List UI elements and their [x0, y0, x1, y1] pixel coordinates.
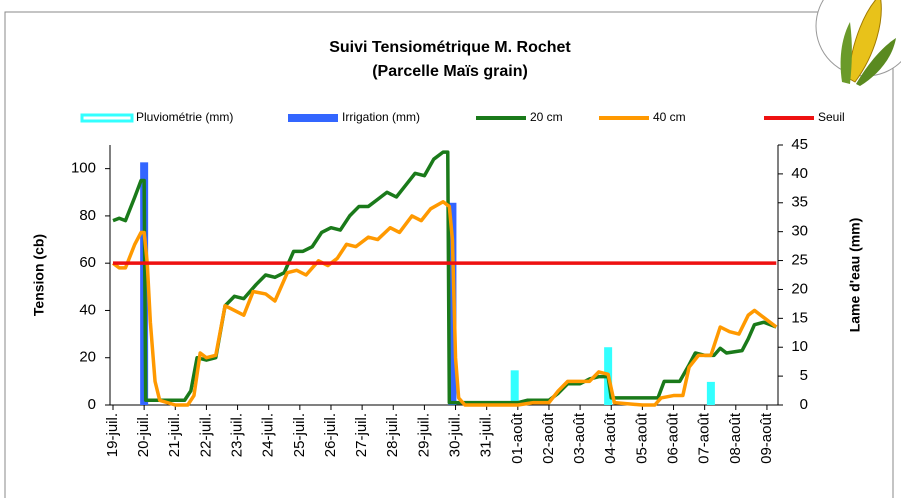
y-tick-label: 20: [79, 349, 96, 366]
legend-label: 40 cm: [653, 110, 686, 124]
line: [111, 199, 778, 407]
y-tick-label: 80: [79, 207, 96, 224]
y-axis-title: Tension (cb): [31, 234, 47, 316]
y2-tick-label: 35: [791, 194, 808, 211]
bar: [706, 381, 715, 405]
corn-icon: [815, 0, 901, 86]
legend-label: Irrigation (mm): [342, 110, 420, 124]
x-tick-label: 29-juil.: [415, 413, 432, 457]
x-tick-label: 23-juil.: [229, 413, 246, 457]
legend-label: Seuil: [818, 110, 845, 124]
y2-tick-label: 30: [791, 223, 808, 240]
x-tick-label: 04-août: [602, 412, 619, 464]
x-tick-label: 05-août: [633, 412, 650, 464]
x-tick-label: 08-août: [727, 412, 744, 464]
x-tick-label: 09-août: [758, 412, 775, 464]
chart-title: Suivi Tensiométrique M. Rochet: [329, 39, 571, 56]
x-tick-label: 21-juil.: [166, 413, 183, 457]
x-tick-label: 31-juil.: [478, 413, 495, 457]
legend-swatch: [80, 113, 134, 123]
x-tick-label: 01-août: [509, 412, 526, 464]
y-tick-label: 100: [71, 160, 96, 177]
x-tick-label: 02-août: [540, 412, 557, 464]
chart-subtitle: (Parcelle Maïs grain): [372, 63, 528, 80]
x-tick-label: 27-juil.: [353, 413, 370, 457]
x-tick-label: 06-août: [664, 412, 681, 464]
x-tick-label: 19-juil.: [104, 413, 121, 457]
y2-tick-label: 45: [791, 136, 808, 153]
y2-tick-label: 20: [791, 280, 808, 297]
y-tick-label: 40: [79, 301, 96, 318]
bar: [510, 370, 519, 405]
y2-tick-label: 25: [791, 252, 808, 269]
y-tick-label: 60: [79, 254, 96, 271]
y2-tick-label: 5: [800, 367, 808, 384]
x-tick-label: 28-juil.: [384, 413, 401, 457]
x-tick-label: 07-août: [696, 412, 713, 464]
y2-tick-label: 10: [791, 338, 808, 355]
x-tick-label: 03-août: [571, 412, 588, 464]
x-tick-label: 30-juil.: [447, 413, 464, 457]
x-tick-label: 25-juil.: [291, 413, 308, 457]
legend-label: 20 cm: [530, 110, 563, 124]
y-tick-label: 0: [88, 396, 96, 413]
x-tick-label: 24-juil.: [260, 413, 277, 457]
y2-tick-label: 40: [791, 165, 808, 182]
x-tick-label: 20-juil.: [135, 413, 152, 457]
y2-axis-title: Lame d'eau (mm): [847, 218, 863, 333]
y2-tick-label: 15: [791, 309, 808, 326]
line: [112, 150, 777, 405]
x-tick-label: 26-juil.: [322, 413, 339, 457]
legend-label: Pluviométrie (mm): [136, 110, 233, 124]
x-tick-label: 22-juil.: [197, 413, 214, 457]
legend-swatch: [288, 114, 338, 122]
y2-tick-label: 0: [800, 396, 808, 413]
